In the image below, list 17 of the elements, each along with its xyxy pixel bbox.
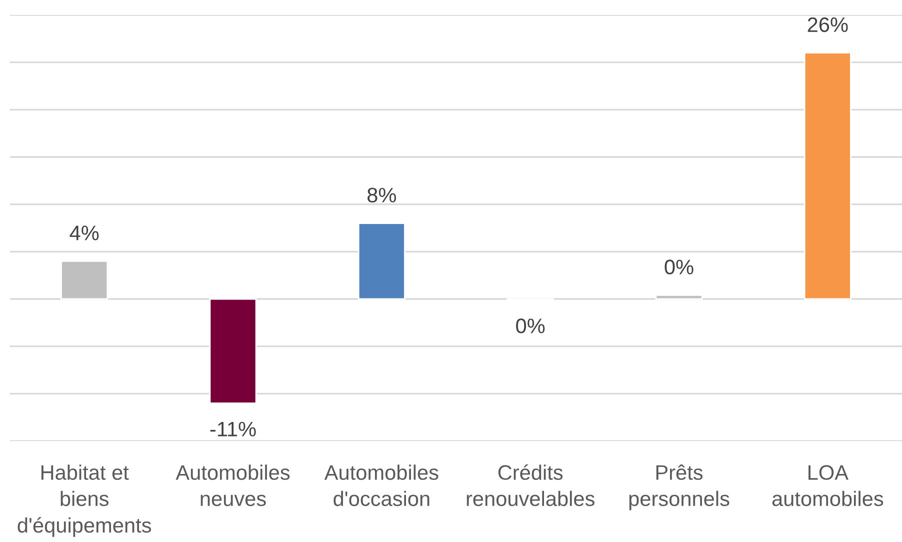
data-label: 8% bbox=[368, 188, 396, 202]
data-label: 26% bbox=[808, 17, 848, 32]
x-tick-label: Habitat et biens d'équipements bbox=[18, 464, 152, 537]
bar bbox=[209, 298, 257, 404]
data-label: 0% bbox=[516, 318, 545, 334]
bar bbox=[358, 222, 406, 300]
x-tick-label: Prêts personnels bbox=[629, 464, 730, 510]
data-label: 4% bbox=[70, 226, 99, 240]
data-label: -11% bbox=[210, 422, 256, 436]
bar bbox=[655, 294, 703, 300]
x-tick-label: Automobiles neuves bbox=[176, 464, 290, 506]
data-label: 0% bbox=[664, 260, 694, 274]
bar bbox=[60, 260, 108, 300]
x-tick-label: LOA automobiles bbox=[772, 465, 884, 506]
bar bbox=[804, 52, 852, 300]
x-tick-label: Crédits renouvelables bbox=[466, 464, 594, 506]
x-tick-label: Automobiles d'occasion bbox=[324, 464, 438, 506]
